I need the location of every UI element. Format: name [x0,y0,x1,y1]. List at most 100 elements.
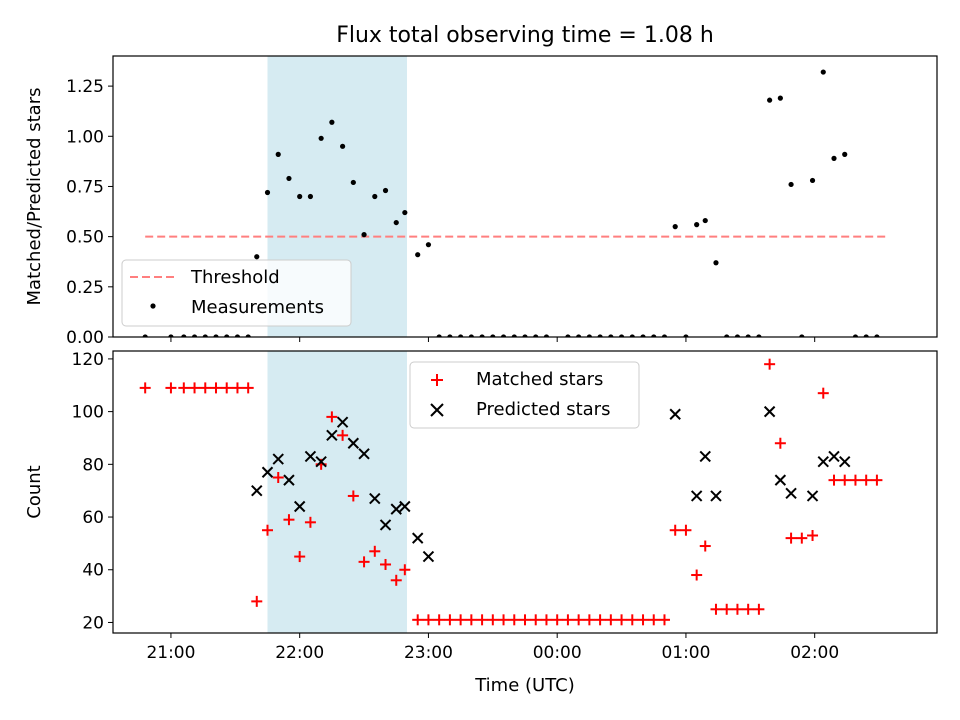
matched-point [626,614,638,626]
measurement-point [565,334,571,337]
measurement-point [361,232,367,238]
matched-point [807,529,819,541]
measurement-point [372,193,378,200]
count-panel-frame [112,350,938,634]
matched-point [337,429,349,441]
matched-point [347,490,359,502]
x-tick-label: 02:00 [790,643,839,663]
predicted-point [358,448,370,460]
measurement-point [468,334,474,337]
matched-point [199,382,211,394]
measurement-point [799,334,805,337]
measurement-point [672,224,678,230]
legend-measurements-swatch [150,303,156,309]
matched-point [294,551,306,563]
x-tick-label: 21:00 [146,643,195,663]
measurement-point [745,334,751,337]
predicted-point [690,490,703,502]
count-panel-marks [139,358,883,626]
measurement-point [458,334,464,337]
measurement-point [702,217,708,224]
matched-point [860,474,872,486]
predicted-point [369,492,381,505]
measurement-point [522,334,528,337]
matched-point [828,474,840,486]
predicted-point [839,455,851,468]
matched-point [796,532,808,544]
matched-point [399,564,411,576]
legend-predicted-label: Predicted stars [476,399,610,420]
predicted-point [806,490,819,502]
x-tick-label: 01:00 [661,643,710,663]
matched-point [658,614,670,626]
measurement-point [340,143,346,149]
matched-point [742,603,754,615]
measurement-point [202,334,208,337]
measurement-point [181,334,187,337]
matched-point [710,603,722,615]
matched-point [487,614,499,626]
matched-point [189,382,201,394]
chart-title: Flux total observing time = 1.08 h [336,23,714,48]
matched-point [422,614,434,626]
measurement-point [724,334,730,337]
measurement-point [788,181,794,188]
predicted-point [399,500,411,513]
count-panel-shade [267,351,407,633]
measurement-point [874,334,880,337]
predicted-point [699,450,711,463]
matched-point [774,437,786,449]
measurement-point [393,219,399,226]
predicted-point [828,450,840,463]
measurement-point [307,193,314,200]
x-tick-label: 00:00 [533,643,582,663]
y-tick-label: 0.50 [66,228,104,248]
predicted-point [710,490,722,502]
matched-point [731,603,743,615]
legend-matched-swatch [431,374,443,386]
measurement-point [777,95,783,101]
matched-point [358,556,370,568]
predicted-point [817,455,829,468]
measurement-point [694,222,700,228]
measurement-point [264,189,271,196]
matched-point [221,382,233,394]
measurement-point [661,334,668,337]
legend-threshold-label: Threshold [190,267,280,288]
x-axis-label: Time (UTC) [474,675,575,696]
measurement-point [329,119,335,125]
measurement-point [382,187,389,194]
count-panel: 20 40 60 80 100 120 21:00 22:00 23:00 00:00 01:00 0… [24,350,938,696]
matched-point [165,382,177,394]
measurement-point [842,151,848,157]
predicted-point [379,519,392,531]
matched-point [433,614,445,626]
measurement-point [713,260,719,266]
y-tick-label: 60 [82,508,104,528]
measurement-point [543,334,550,337]
matched-point [476,614,488,626]
predicted-point [412,532,424,544]
matched-point [139,382,151,394]
matched-point [680,524,692,536]
measurement-point [402,209,408,216]
matched-point [326,411,338,423]
measurement-point [425,242,432,248]
matched-point [785,532,797,544]
predicted-point [763,405,776,418]
y-tick-label: 40 [82,561,104,581]
matched-point [444,614,456,626]
predicted-point [390,503,402,515]
predicted-point [293,500,306,513]
matched-point [380,558,392,570]
measurement-point [436,334,442,337]
matched-point [304,516,316,528]
y-tick-label: 100 [72,403,104,423]
ratio-legend: Threshold Measurements [121,259,352,327]
measurement-point [586,334,592,337]
measurement-point [651,334,657,337]
matched-point [753,603,765,615]
measurement-point [490,334,496,337]
y-tick-label: 120 [72,350,104,370]
measurement-point [350,179,356,186]
